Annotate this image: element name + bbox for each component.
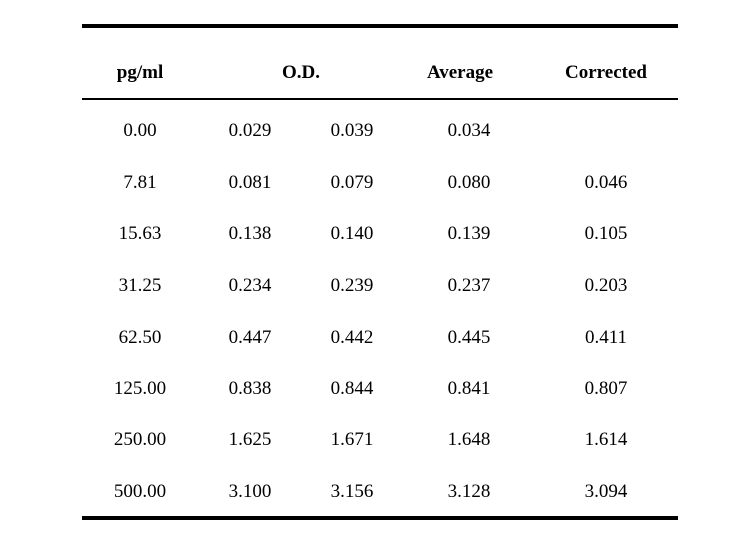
cell-od-1: 3.100	[228, 481, 272, 502]
table-row: 500.00 3.100 3.156 3.128 3.094	[82, 481, 678, 511]
cell-od-2: 0.079	[330, 172, 374, 193]
cell-od-1: 1.625	[228, 429, 272, 450]
table-header-rule	[82, 98, 678, 100]
header-average: Average	[426, 62, 494, 83]
cell-average: 0.841	[447, 378, 491, 399]
cell-average: 0.445	[447, 327, 491, 348]
cell-average: 0.034	[447, 120, 491, 141]
cell-od-2: 1.671	[330, 429, 374, 450]
table-bottom-rule	[82, 516, 678, 520]
table-row: 15.63 0.138 0.140 0.139 0.105	[82, 223, 678, 253]
header-conc: pg/ml	[116, 62, 164, 83]
cell-corrected: 0.411	[584, 327, 628, 348]
cell-corrected: 0.105	[584, 223, 628, 244]
cell-corrected: 0.046	[584, 172, 628, 193]
table-body: 0.00 0.029 0.039 0.034 7.81 0.081 0.079 0.080 0.…	[82, 100, 678, 516]
cell-average: 0.139	[447, 223, 491, 244]
header-corrected: Corrected	[565, 62, 647, 83]
header-od: O.D.	[282, 62, 320, 83]
table-row: 250.00 1.625 1.671 1.648 1.614	[82, 429, 678, 459]
cell-od-2: 0.039	[330, 120, 374, 141]
cell-od-2: 3.156	[330, 481, 374, 502]
cell-corrected: 0.203	[584, 275, 628, 296]
cell-average: 0.237	[447, 275, 491, 296]
cell-conc: 125.00	[113, 378, 167, 399]
cell-average: 0.080	[447, 172, 491, 193]
cell-od-1: 0.838	[228, 378, 272, 399]
cell-conc: 7.81	[123, 172, 157, 193]
table-row: 62.50 0.447 0.442 0.445 0.411	[82, 327, 678, 357]
cell-conc: 250.00	[113, 429, 167, 450]
cell-corrected: 3.094	[584, 481, 628, 502]
cell-od-1: 0.234	[228, 275, 272, 296]
standard-curve-table: pg/ml O.D. Average Corrected 0.00 0.029 0.…	[82, 24, 678, 520]
cell-od-2: 0.239	[330, 275, 374, 296]
table-row: 125.00 0.838 0.844 0.841 0.807	[82, 378, 678, 408]
cell-corrected: 0.807	[584, 378, 628, 399]
cell-od-2: 0.442	[330, 327, 374, 348]
cell-od-2: 0.844	[330, 378, 374, 399]
table-row: 31.25 0.234 0.239 0.237 0.203	[82, 275, 678, 305]
cell-average: 3.128	[447, 481, 491, 502]
cell-od-2: 0.140	[330, 223, 374, 244]
cell-conc: 15.63	[118, 223, 162, 244]
cell-od-1: 0.447	[228, 327, 272, 348]
cell-conc: 31.25	[118, 275, 162, 296]
table-row: 0.00 0.029 0.039 0.034	[82, 120, 678, 150]
cell-conc: 62.50	[118, 327, 162, 348]
table-top-rule	[82, 24, 678, 28]
cell-average: 1.648	[447, 429, 491, 450]
cell-od-1: 0.081	[228, 172, 272, 193]
table-header: pg/ml O.D. Average Corrected	[82, 28, 678, 98]
cell-corrected: 1.614	[584, 429, 628, 450]
cell-od-1: 0.029	[228, 120, 272, 141]
cell-conc: 500.00	[113, 481, 167, 502]
cell-conc: 0.00	[123, 120, 157, 141]
table-row: 7.81 0.081 0.079 0.080 0.046	[82, 172, 678, 202]
cell-od-1: 0.138	[228, 223, 272, 244]
